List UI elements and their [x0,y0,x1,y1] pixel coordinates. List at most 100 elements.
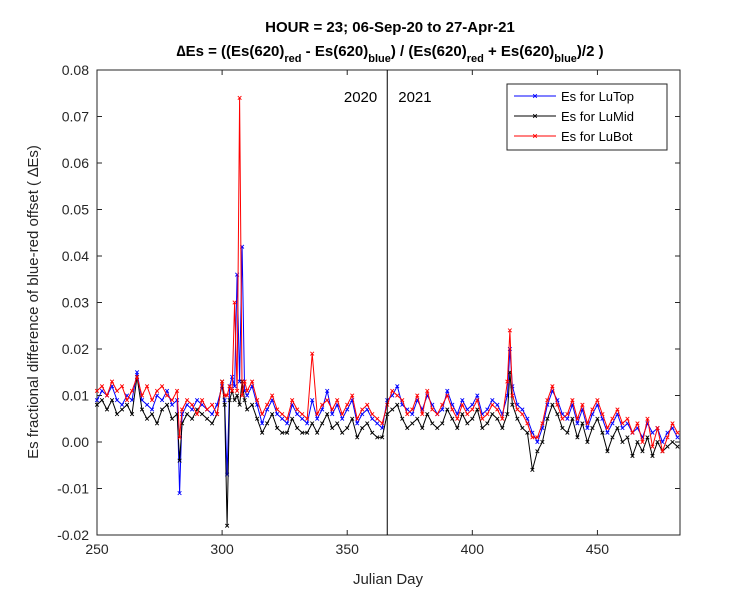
series-3 [94,95,680,454]
data-point [227,398,232,403]
legend-marker [532,113,538,119]
data-point [400,416,405,421]
y-tick-label: 0.03 [62,295,89,311]
data-point [570,416,575,421]
title-subscript: red [284,53,301,65]
data-point [475,393,480,398]
data-point [525,416,530,421]
x-tick-label: 450 [586,541,610,557]
data-point [149,411,155,417]
data-point [460,411,465,417]
data-point [159,398,165,403]
data-point [265,407,270,412]
data-point [104,393,110,398]
data-point [390,407,395,412]
legend-marker [532,93,538,99]
data-point [335,398,340,403]
data-point [184,411,190,417]
data-point [265,402,270,407]
data-point [350,393,355,398]
data-point [119,384,125,389]
data-point [625,435,630,440]
data-point [119,402,125,407]
data-point [510,393,515,398]
data-point [665,435,670,440]
data-point [645,416,650,421]
data-point [430,407,435,412]
data-point [605,425,610,431]
data-point [615,425,620,431]
data-point [204,407,210,412]
data-point [260,430,265,435]
data-point [250,379,255,384]
data-point [260,411,265,417]
data-point [565,430,570,435]
data-point [470,407,475,412]
data-point [535,439,540,445]
data-point [350,416,355,421]
data-point [114,388,120,393]
data-point [445,393,450,398]
data-point [530,435,535,440]
y-tick-label: -0.01 [57,481,89,497]
data-point [360,425,365,431]
data-point [315,416,320,421]
data-point [194,411,200,417]
data-point [320,407,325,412]
data-point [129,388,135,393]
data-point [650,444,655,449]
data-point [222,398,227,403]
data-point [645,435,650,440]
data-point [445,388,450,393]
data-point [345,425,350,431]
data-point [224,393,230,398]
data-point [665,444,670,449]
data-point [575,435,580,440]
data-point [480,416,485,421]
data-point [505,379,510,384]
data-point [610,421,615,426]
data-point [470,416,475,421]
data-point [222,402,227,407]
data-point [535,449,540,454]
data-point [610,435,615,440]
data-point [600,411,605,417]
data-point [315,411,320,417]
data-point [365,402,370,407]
data-point [505,411,510,417]
data-point [199,398,205,403]
data-point [630,453,635,459]
x-axis: 250 300 350 400 450 [85,70,609,557]
data-point [232,300,237,305]
data-point [189,402,195,407]
data-point [174,388,180,393]
data-point [245,393,250,398]
data-point [325,388,330,393]
data-point [410,407,415,412]
data-point [570,398,575,403]
series-2 [94,370,680,528]
data-point [99,398,105,403]
data-point [655,425,660,431]
data-point [199,411,205,417]
x-axis-label: Julian Day [353,571,424,588]
data-point [560,425,565,431]
data-point [590,425,595,431]
data-point [660,449,665,454]
data-point [149,407,155,412]
data-point [169,398,175,403]
data-point [500,425,505,431]
series-line [96,372,678,526]
title-segment: ∆Es = ((Es(620) [176,43,284,60]
data-point [275,411,280,417]
data-point [507,328,512,333]
data-point [345,407,350,412]
data-point [285,416,290,421]
data-point [124,402,130,407]
title-segment: - Es(620) [302,43,369,60]
data-point [610,416,615,421]
data-point [245,407,250,412]
data-point [300,411,305,417]
year-label-2020: 2020 [344,89,377,106]
